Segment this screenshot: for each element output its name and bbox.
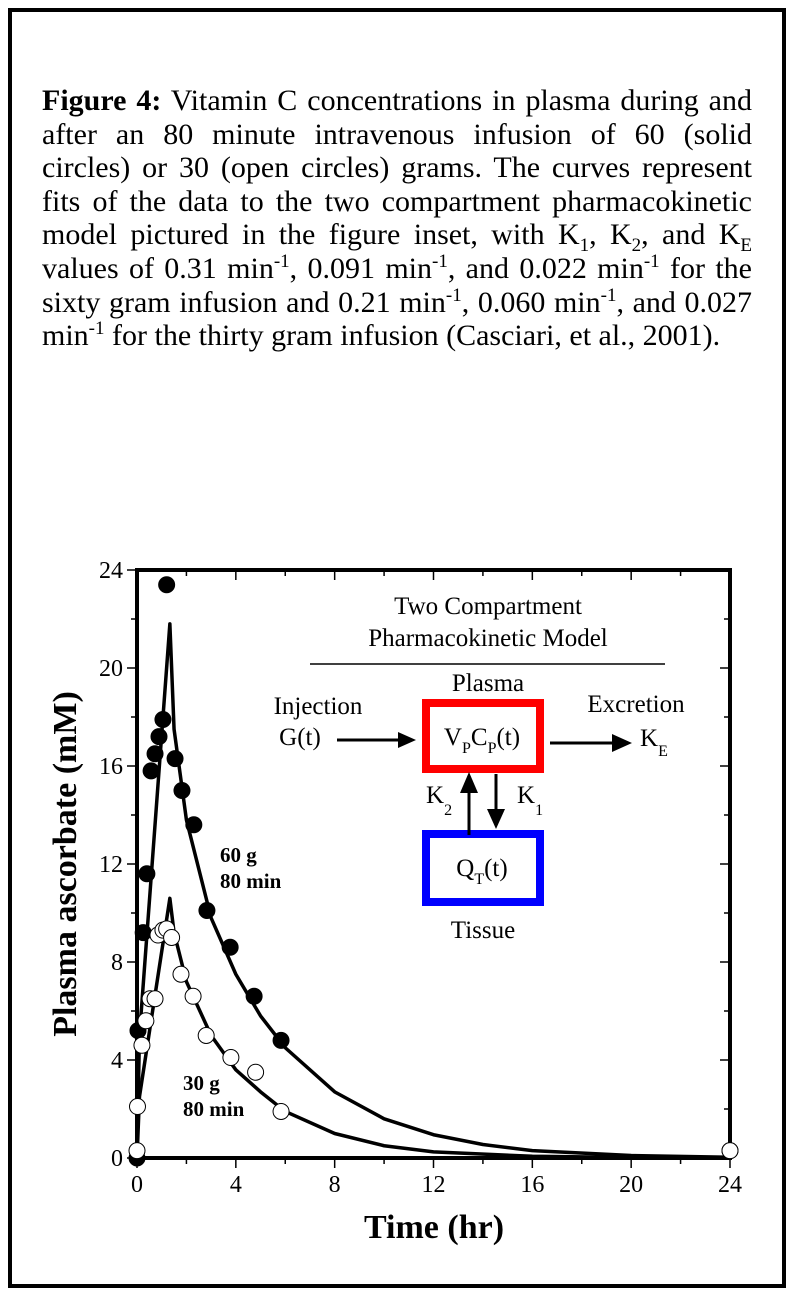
model-inset: Two Compartment Pharmacokinetic Model Pl… — [274, 593, 686, 944]
excretion-label: Excretion — [587, 691, 685, 718]
data-point-60g — [150, 728, 168, 746]
y-tick-label: 24 — [99, 558, 123, 584]
tissue-compartment-box — [422, 830, 544, 906]
fit-curve-60g — [135, 622, 731, 1160]
ke-label: KE — [640, 725, 668, 760]
caption-segment: Vitamin C concentrations in plasma durin… — [42, 84, 752, 252]
data-point-30g — [222, 1049, 240, 1067]
injection-label: Injection — [274, 693, 363, 720]
caption-segment: , 0.060 min — [461, 285, 601, 319]
caption-segment: 2 — [631, 235, 642, 257]
k1-arrow — [487, 774, 505, 829]
data-point-60g — [166, 750, 184, 768]
input-function-label: G(t) — [279, 724, 321, 751]
series-label-30g-line1: 30 g — [183, 1071, 220, 1095]
data-point-60g — [185, 816, 203, 834]
data-point-30g — [172, 965, 190, 983]
caption-segment: 1 — [579, 235, 590, 257]
data-point-30g — [721, 1142, 739, 1160]
series-label-30g-line2: 80 min — [183, 1097, 245, 1121]
k2-arrow — [460, 772, 478, 835]
caption-segment: -1 — [643, 250, 660, 272]
y-tick-label: 12 — [99, 852, 123, 878]
caption-segment: -1 — [273, 250, 290, 272]
plasma-label: Plasma — [452, 670, 524, 697]
excretion-arrow — [550, 734, 632, 752]
y-axis-label: Plasma ascorbate (mM) — [47, 691, 84, 1037]
data-point-60g — [245, 987, 263, 1005]
data-point-30g — [133, 1036, 151, 1054]
inset-title-line1: Two Compartment — [394, 593, 582, 620]
caption-segment: , K — [589, 218, 632, 252]
data-point-60g — [142, 762, 160, 780]
x-tick-label: 20 — [619, 1172, 643, 1198]
caption-segment: E — [740, 235, 752, 257]
series-label-60g-line1: 60 g — [220, 843, 257, 867]
data-point-60g — [158, 576, 176, 594]
data-point-60g — [221, 938, 239, 956]
plasma-compartment-label: VPCP(t) — [444, 724, 520, 757]
series-label-60g-line2: 80 min — [220, 869, 282, 893]
data-point-30g — [128, 1098, 146, 1116]
inset-title-line2: Pharmacokinetic Model — [368, 625, 608, 652]
figure-caption: Figure 4: Vitamin C concentrations in pl… — [42, 84, 752, 353]
tissue-label: Tissue — [451, 917, 515, 944]
caption-segment: -1 — [432, 250, 448, 272]
caption-segment: for the thirty gram infusion (Casciari, … — [104, 319, 721, 353]
data-point-30g — [197, 1027, 215, 1044]
data-point-30g — [272, 1102, 290, 1120]
y-tick-label: 4 — [111, 1048, 123, 1074]
data-point-30g — [184, 987, 202, 1005]
injection-arrow — [337, 732, 416, 748]
caption-segment: , and K — [641, 218, 741, 252]
y-tick-label: 16 — [99, 754, 123, 780]
x-tick-label: 8 — [329, 1172, 341, 1198]
caption-segment: -1 — [600, 284, 617, 306]
k2-label: K2 — [426, 782, 452, 819]
caption-segment: for the sixty gram infusion and 0.21 min — [42, 251, 752, 319]
caption-segment: , and 0.022 min — [447, 251, 644, 285]
k1-label: K1 — [517, 782, 543, 819]
data-point-60g — [154, 710, 172, 728]
data-point-30g — [163, 929, 181, 946]
caption-segment: , and 0.027 min — [42, 285, 752, 353]
x-axis-label: Time (hr) — [364, 1209, 504, 1246]
caption-figure-label: Figure 4: — [42, 84, 162, 117]
y-tick-label: 0 — [111, 1146, 123, 1172]
caption-segment: -1 — [88, 318, 105, 340]
x-tick-label: 24 — [718, 1172, 742, 1198]
data-point-30g — [137, 1012, 155, 1030]
caption-segment: values of 0.31 min — [42, 251, 274, 285]
y-tick-label: 20 — [99, 656, 123, 682]
data-point-60g — [138, 865, 156, 883]
data-point-30g — [247, 1063, 265, 1081]
data-point-60g — [146, 745, 164, 763]
data-point-30g — [146, 990, 164, 1008]
data-point-60g — [173, 782, 191, 799]
plasma-compartment-box — [422, 699, 544, 773]
x-tick-label: 16 — [520, 1172, 544, 1198]
data-point-60g — [198, 902, 216, 920]
data-point-60g — [134, 924, 152, 942]
y-tick-label: 8 — [111, 950, 123, 976]
data-point-30g — [128, 1142, 146, 1160]
x-tick-label: 12 — [422, 1172, 446, 1198]
fit-curve-30g — [135, 896, 731, 1160]
tissue-compartment-label: QT(t) — [456, 855, 507, 888]
data-point-60g — [272, 1031, 290, 1049]
figure-frame — [8, 8, 786, 1288]
caption-segment: -1 — [445, 284, 462, 306]
caption-segment: , 0.091 min — [289, 251, 433, 285]
x-tick-label: 0 — [131, 1172, 143, 1198]
x-tick-label: 4 — [230, 1172, 242, 1198]
